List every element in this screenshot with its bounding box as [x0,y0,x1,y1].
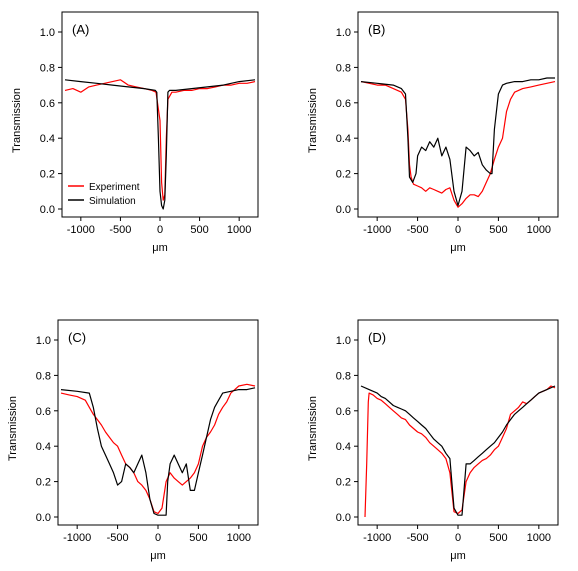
legend-label-experiment: Experiment [89,182,140,193]
x-tick-label: -1000 [363,224,391,236]
x-tick-label: 0 [157,224,163,236]
y-tick-label: 0.0 [336,512,351,524]
series-line-simulation [64,79,256,210]
series-line-experiment [360,81,556,208]
plot-frame [57,319,259,526]
x-tick-label: 1000 [227,224,251,236]
x-axis-label: μm [150,550,166,562]
x-tick-label: -500 [407,224,429,236]
series-line-experiment [60,383,256,515]
y-tick-label: 0.6 [36,406,51,418]
y-tick-label: 0.6 [40,98,55,110]
y-tick-label: 1.0 [36,335,51,347]
y-tick-label: 1.0 [336,335,351,347]
x-tick-label: 500 [189,532,207,544]
x-tick-label: -500 [109,224,131,236]
x-axis-label: μm [152,242,168,254]
y-tick-label: 0.8 [40,62,55,74]
y-tick-label: 0.2 [336,169,351,181]
panel-label: (C) [68,330,86,345]
x-tick-label: -500 [407,532,429,544]
y-tick-label: 1.0 [336,27,351,39]
x-tick-label: -1000 [363,532,391,544]
x-tick-label: 1000 [527,532,551,544]
x-tick-label: 1000 [527,224,551,236]
y-axis-label: Transmission [7,396,19,461]
y-tick-label: 1.0 [40,27,55,39]
x-tick-label: 0 [455,532,461,544]
panel-label: (A) [72,22,89,37]
y-tick-label: 0.2 [40,169,55,181]
y-tick-label: 0.8 [336,62,351,74]
panel-d: 0.0 0.2 0.4 0.6 0.8 1.0 -1000 -500 0 500 1000 μm Tra… [307,319,559,562]
x-tick-label: 500 [190,224,208,236]
y-tick-label: 0.0 [336,204,351,216]
x-tick-label: 0 [155,532,161,544]
plot-frame [357,11,559,218]
panel-c: 0.0 0.2 0.4 0.6 0.8 1.0 -1000 -500 0 500 1000 μm Tra… [7,319,259,562]
series-line-simulation [60,387,256,516]
y-tick-label: 0.4 [36,441,51,453]
x-axis-label: μm [450,550,466,562]
legend: Experiment Simulation [68,182,140,207]
x-tick-label: -1000 [67,224,95,236]
x-tick-label: 0 [455,224,461,236]
y-tick-label: 0.8 [36,370,51,382]
panel-b: 0.0 0.2 0.4 0.6 0.8 1.0 -1000 -500 0 500 1000 μm Tra… [307,11,559,254]
y-tick-label: 0.4 [336,133,351,145]
y-tick-label: 0.0 [40,204,55,216]
y-axis-label: Transmission [11,88,23,153]
panel-a: 0.0 0.2 0.4 0.6 0.8 1.0 -1000 -500 0 500 1000 μm Tra… [11,11,259,254]
series-line-experiment [64,79,256,201]
y-tick-label: 0.4 [40,133,55,145]
y-tick-label: 0.2 [36,477,51,489]
series-line-simulation [360,385,556,516]
y-axis-label: Transmission [307,88,319,153]
y-tick-label: 0.8 [336,370,351,382]
y-tick-label: 0.6 [336,406,351,418]
panel-label: (D) [368,330,386,345]
x-axis-label: μm [450,242,466,254]
x-tick-label: 1000 [227,532,251,544]
x-tick-label: 500 [489,532,507,544]
y-tick-label: 0.0 [36,512,51,524]
y-tick-label: 0.4 [336,441,351,453]
series-line-simulation [360,77,555,207]
y-tick-label: 0.6 [336,98,351,110]
x-tick-label: -500 [107,532,129,544]
x-tick-label: -1000 [63,532,91,544]
y-tick-label: 0.2 [336,477,351,489]
panel-label: (B) [368,22,385,37]
x-tick-label: 500 [489,224,507,236]
legend-label-simulation: Simulation [89,196,136,207]
y-axis-label: Transmission [307,396,319,461]
plot-frame [357,319,559,526]
